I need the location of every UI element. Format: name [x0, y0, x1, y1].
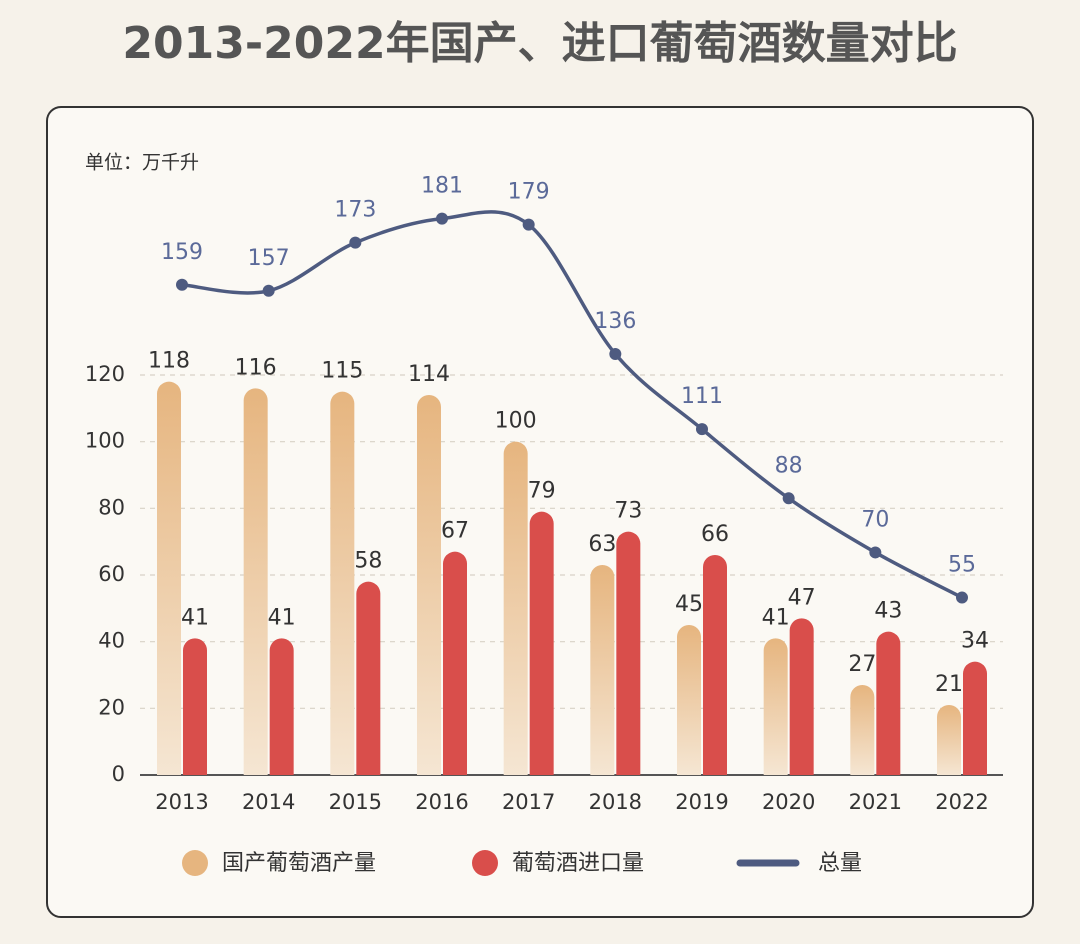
value-label: 70: [861, 507, 889, 532]
bar: [703, 555, 727, 775]
value-label: 173: [334, 198, 376, 223]
bar: [963, 661, 987, 775]
value-label: 41: [762, 605, 790, 630]
line: [181, 210, 963, 600]
bar: [157, 381, 181, 775]
value-label: 118: [148, 349, 190, 374]
value-label: 43: [874, 599, 902, 624]
value-label: 47: [788, 585, 816, 610]
value-label: 21: [935, 672, 963, 697]
line-point: [522, 218, 535, 231]
y-tick-label: 0: [112, 762, 125, 786]
x-tick-label: 2018: [589, 790, 642, 814]
value-label: 100: [495, 409, 537, 434]
x-tick-label: 2022: [935, 790, 988, 814]
value-label: 73: [614, 499, 642, 524]
line-point: [349, 236, 362, 249]
x-tick-label: 2015: [329, 790, 382, 814]
bar: [789, 618, 814, 775]
value-label: 116: [235, 355, 277, 380]
y-tick-label: 40: [98, 629, 125, 653]
value-label: 67: [441, 519, 469, 544]
bar: [503, 441, 528, 775]
value-label: 55: [948, 553, 976, 578]
x-tick-label: 2020: [762, 790, 815, 814]
x-tick-label: 2016: [415, 790, 468, 814]
bar: [937, 705, 961, 775]
bar: [529, 511, 554, 775]
line-point: [609, 347, 622, 360]
bar: [269, 638, 294, 775]
x-tick-label: 2019: [675, 790, 728, 814]
value-label: 136: [594, 309, 636, 334]
y-tick-label: 100: [85, 429, 125, 453]
value-label: 63: [588, 532, 616, 557]
value-label: 79: [528, 479, 556, 504]
x-tick-label: 2014: [242, 790, 295, 814]
bar: [183, 638, 207, 775]
bar: [443, 551, 467, 775]
legend-label: 总量: [818, 851, 862, 876]
line-point: [869, 546, 882, 559]
value-label: 157: [248, 246, 290, 271]
bar: [590, 565, 615, 775]
y-tick-label: 120: [85, 362, 125, 386]
line-point: [262, 284, 275, 297]
unit-label: 单位：万千升: [85, 152, 199, 174]
value-label: 27: [848, 652, 876, 677]
bar: [850, 685, 875, 775]
bar: [763, 638, 788, 775]
legend-label: 葡萄酒进口量: [512, 851, 644, 876]
line-point: [782, 492, 795, 505]
bar: [616, 531, 641, 775]
line-point: [436, 212, 448, 225]
bar: [243, 388, 268, 775]
value-label: 41: [181, 605, 209, 630]
x-tick-label: 2013: [155, 790, 208, 814]
value-label: 114: [408, 362, 450, 387]
line-point: [176, 278, 188, 291]
bar: [677, 625, 701, 775]
bar: [876, 631, 901, 775]
value-label: 66: [701, 522, 729, 547]
line-point: [956, 591, 968, 604]
y-tick-label: 60: [98, 562, 125, 586]
legend-label: 国产葡萄酒产量: [222, 851, 376, 876]
bar: [330, 391, 355, 775]
value-label: 159: [161, 240, 203, 265]
y-tick-label: 80: [98, 495, 125, 519]
value-label: 88: [775, 453, 803, 478]
value-label: 58: [354, 549, 382, 574]
value-label: 115: [321, 359, 363, 384]
legend-swatch: [472, 850, 498, 876]
value-label: 45: [675, 592, 703, 617]
value-label: 41: [268, 605, 296, 630]
value-label: 111: [681, 384, 723, 409]
line-point: [696, 423, 708, 436]
x-tick-label: 2021: [849, 790, 902, 814]
value-label: 181: [421, 174, 463, 199]
y-tick-label: 20: [98, 695, 125, 719]
legend-swatch: [182, 850, 208, 876]
bar: [417, 395, 441, 775]
value-label: 179: [508, 180, 550, 205]
x-tick-label: 2017: [502, 790, 555, 814]
bar: [356, 581, 381, 775]
chart-title: 2013-2022年国产、进口葡萄酒数量对比: [122, 18, 957, 69]
value-label: 34: [961, 629, 989, 654]
